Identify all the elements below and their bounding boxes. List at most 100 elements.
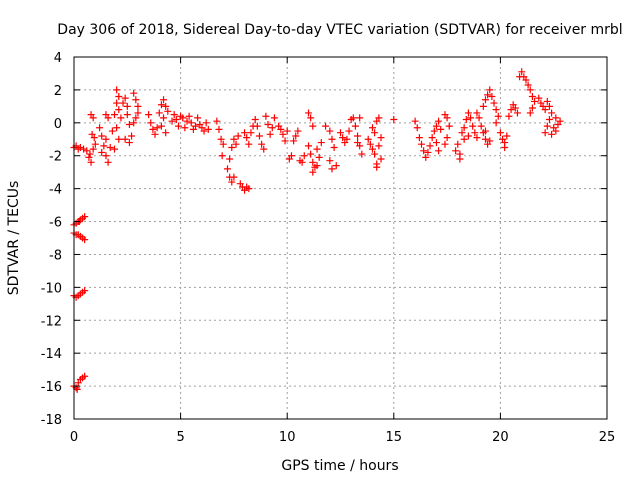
- data-point: [290, 137, 298, 145]
- data-point: [236, 180, 244, 188]
- data-point: [356, 114, 364, 122]
- data-point: [337, 129, 344, 137]
- data-point: [326, 127, 334, 135]
- data-point: [115, 135, 123, 143]
- data-point: [81, 213, 89, 221]
- chart-title: Day 306 of 2018, Sidereal Day-to-day VTE…: [57, 22, 622, 38]
- data-point: [234, 132, 242, 140]
- data-point: [162, 102, 170, 110]
- data-point: [460, 135, 468, 143]
- y-tick-label: -4: [49, 183, 62, 198]
- data-point: [160, 114, 168, 122]
- data-point: [292, 132, 300, 140]
- data-point: [368, 124, 376, 132]
- data-point: [545, 116, 553, 124]
- data-point: [505, 112, 513, 120]
- data-point: [526, 109, 534, 117]
- data-point: [230, 135, 238, 143]
- data-point: [98, 148, 106, 156]
- data-point: [518, 68, 526, 76]
- data-point: [155, 109, 163, 117]
- data-point: [228, 178, 236, 186]
- data-point: [541, 106, 549, 114]
- x-tick-label: 25: [599, 430, 616, 445]
- data-point: [125, 139, 133, 147]
- data-point: [268, 124, 276, 132]
- y-tick-label: -6: [49, 216, 62, 231]
- data-point: [200, 127, 208, 135]
- data-point: [168, 117, 176, 125]
- data-point: [283, 127, 291, 135]
- data-point: [507, 106, 515, 114]
- data-point: [309, 168, 317, 176]
- data-point: [496, 129, 504, 137]
- data-point: [115, 92, 123, 100]
- data-point: [215, 125, 223, 133]
- data-point: [492, 119, 500, 127]
- data-point: [98, 132, 106, 140]
- data-point: [108, 127, 116, 135]
- x-tick-label: 0: [70, 430, 78, 445]
- data-point: [113, 124, 121, 132]
- data-point: [287, 152, 295, 160]
- data-point: [315, 153, 323, 161]
- data-point: [426, 142, 434, 150]
- data-point: [484, 91, 492, 99]
- data-point: [358, 150, 366, 158]
- data-point: [125, 120, 133, 128]
- data-point: [364, 135, 372, 143]
- data-point: [262, 112, 270, 120]
- data-point: [91, 140, 99, 148]
- data-point: [307, 114, 315, 122]
- data-point: [253, 122, 261, 130]
- data-point: [81, 236, 89, 244]
- data-point: [443, 114, 451, 122]
- x-tick-label: 10: [279, 430, 296, 445]
- data-point: [556, 117, 564, 125]
- data-point: [339, 134, 347, 142]
- data-point: [113, 99, 121, 107]
- data-point: [134, 102, 142, 110]
- data-point: [354, 139, 362, 147]
- data-point: [266, 130, 274, 138]
- data-point: [494, 112, 502, 120]
- data-point: [490, 99, 498, 107]
- data-point: [123, 102, 131, 110]
- data-point: [134, 109, 142, 117]
- data-point: [543, 122, 551, 130]
- data-point: [390, 116, 398, 124]
- data-point: [132, 96, 140, 104]
- data-point: [226, 155, 234, 163]
- data-point: [86, 150, 94, 158]
- data-point: [351, 122, 359, 130]
- y-tick-label: -10: [41, 281, 62, 296]
- data-point: [460, 124, 468, 132]
- data-point: [424, 148, 432, 156]
- data-point: [432, 122, 440, 130]
- data-point: [217, 135, 225, 143]
- data-point: [202, 119, 210, 127]
- data-point: [462, 116, 470, 124]
- data-point: [548, 109, 556, 117]
- data-point: [456, 155, 464, 163]
- data-point: [183, 117, 191, 125]
- data-point: [89, 145, 97, 153]
- plot-frame: [73, 56, 608, 420]
- data-point: [157, 101, 165, 109]
- data-point: [469, 122, 477, 130]
- data-point: [102, 152, 110, 160]
- data-point: [251, 116, 259, 124]
- y-tick-label: 2: [54, 84, 62, 99]
- data-point: [204, 125, 212, 133]
- data-point: [543, 97, 551, 105]
- data-point: [475, 114, 483, 122]
- data-point: [111, 145, 119, 153]
- data-point: [464, 109, 472, 117]
- data-point: [241, 129, 249, 137]
- data-point: [432, 139, 440, 147]
- data-point: [255, 132, 263, 140]
- data-point: [531, 97, 539, 105]
- data-point: [415, 134, 423, 142]
- data-point: [418, 140, 426, 148]
- data-point: [366, 140, 374, 148]
